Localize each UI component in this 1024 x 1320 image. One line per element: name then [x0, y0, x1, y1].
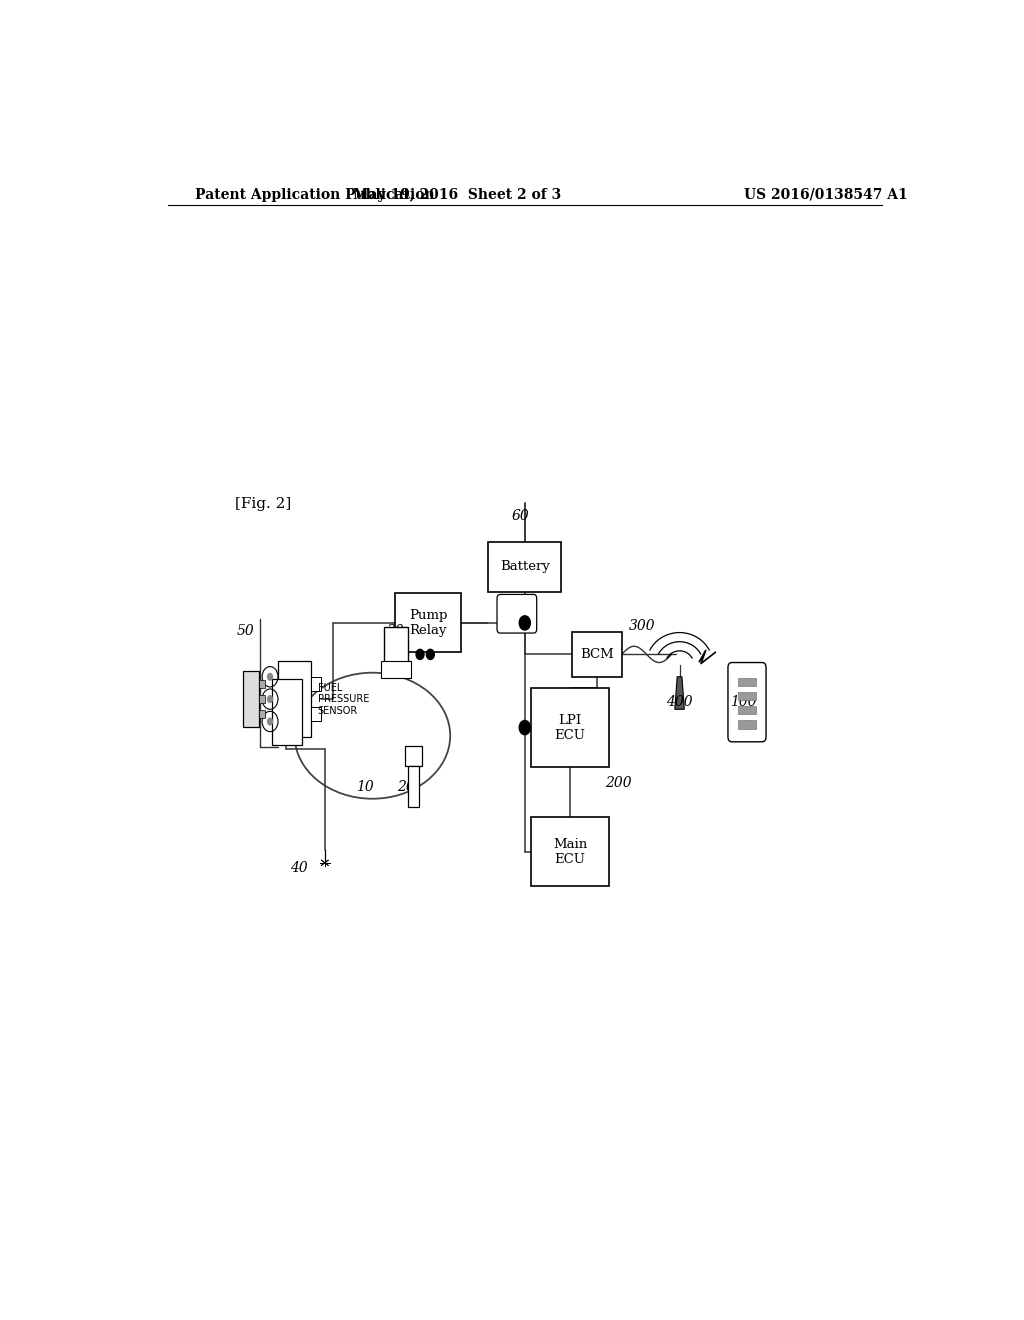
Bar	[311, 708, 321, 722]
FancyBboxPatch shape	[497, 594, 537, 634]
Text: 200: 200	[605, 776, 632, 791]
Text: May 19, 2016  Sheet 2 of 3: May 19, 2016 Sheet 2 of 3	[353, 187, 561, 202]
Text: 10: 10	[355, 780, 374, 793]
Bar	[488, 541, 561, 593]
Bar	[259, 696, 265, 704]
Bar	[243, 671, 259, 727]
Bar	[404, 746, 423, 766]
FancyBboxPatch shape	[728, 663, 766, 742]
Polygon shape	[675, 677, 684, 709]
Bar	[738, 706, 756, 714]
Bar	[271, 680, 302, 746]
Text: FUEL
PRESSURE
SENSOR: FUEL PRESSURE SENSOR	[317, 682, 369, 715]
Text: 50: 50	[237, 624, 254, 638]
Bar	[531, 688, 609, 767]
Text: 100: 100	[730, 696, 757, 709]
Bar	[259, 710, 265, 718]
Bar	[738, 692, 756, 700]
Circle shape	[267, 673, 273, 681]
Text: US 2016/0138547 A1: US 2016/0138547 A1	[744, 187, 908, 202]
Ellipse shape	[295, 673, 451, 799]
Text: 60: 60	[512, 510, 529, 523]
Text: 300: 300	[629, 619, 655, 634]
Text: [Fig. 2]: [Fig. 2]	[236, 496, 292, 511]
Circle shape	[426, 649, 434, 660]
Text: Main
ECU: Main ECU	[553, 838, 587, 866]
Circle shape	[267, 696, 273, 704]
Text: BCM: BCM	[581, 648, 614, 661]
Text: 30: 30	[387, 624, 404, 638]
Bar	[278, 661, 311, 738]
Circle shape	[519, 721, 530, 735]
Bar	[384, 627, 409, 668]
Bar	[395, 594, 461, 652]
Bar	[409, 766, 419, 807]
Bar	[738, 721, 756, 729]
Text: 20: 20	[397, 780, 415, 793]
Bar	[572, 632, 622, 677]
Circle shape	[416, 649, 424, 660]
Bar	[381, 660, 412, 677]
Circle shape	[519, 615, 530, 630]
Text: Pump
Relay: Pump Relay	[409, 609, 447, 636]
Bar	[311, 677, 321, 690]
Text: LPI
ECU: LPI ECU	[555, 714, 586, 742]
Text: 40: 40	[290, 861, 307, 875]
Text: Patent Application Publication: Patent Application Publication	[196, 187, 435, 202]
Bar	[738, 677, 756, 686]
Bar	[259, 680, 265, 688]
Text: 400: 400	[667, 696, 693, 709]
Bar	[531, 817, 609, 886]
Circle shape	[267, 718, 273, 726]
Text: Battery: Battery	[500, 561, 550, 573]
